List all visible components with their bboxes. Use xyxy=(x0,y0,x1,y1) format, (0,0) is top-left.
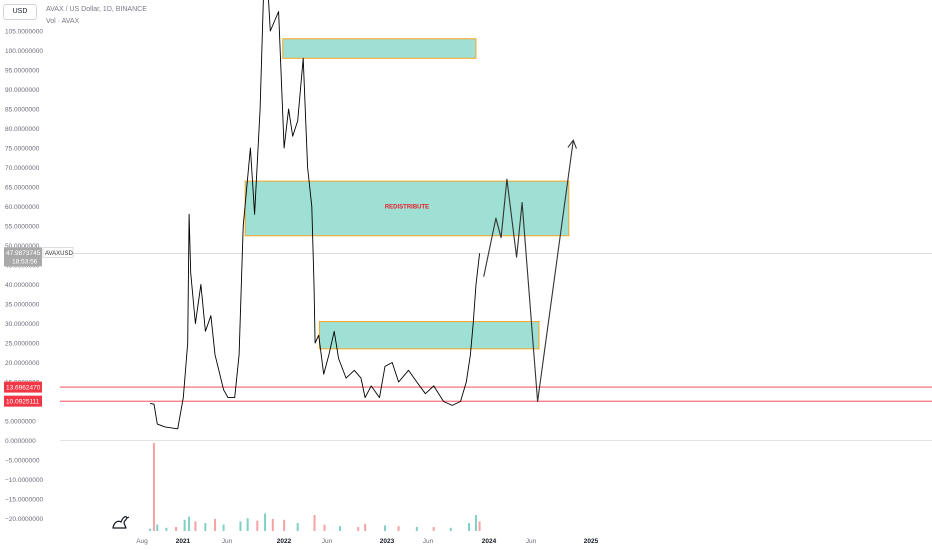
volume-bar xyxy=(364,523,367,531)
volume-bar xyxy=(468,523,471,531)
volume-bar xyxy=(271,519,274,531)
x-tick-label: 2025 xyxy=(584,538,599,545)
volume-bar xyxy=(152,443,155,531)
x-tick-label: 2021 xyxy=(176,538,191,545)
x-tick-label: 2023 xyxy=(380,538,395,545)
logo-shape xyxy=(112,516,130,529)
symbol-title: AVAX / US Dollar, 1D, BINANCE xyxy=(46,6,147,13)
volume-bar xyxy=(214,519,217,531)
y-tick-label: −5.0000000 xyxy=(5,458,40,465)
x-tick-label: 2024 xyxy=(482,538,497,545)
supply-demand-zone xyxy=(282,38,477,59)
y-tick-label: −10.0000000 xyxy=(5,477,44,484)
support-price-label: 13.6962470 xyxy=(6,385,41,392)
zone-label: REDISTRIBUTE xyxy=(385,204,429,210)
volume-bar xyxy=(397,526,400,531)
support-price-tag xyxy=(4,381,42,393)
volume-bar xyxy=(239,521,242,531)
volume-bar xyxy=(478,521,481,531)
currency-selector[interactable]: USD xyxy=(3,4,37,20)
y-tick-label: −15.0000000 xyxy=(5,497,44,504)
volume-bar xyxy=(384,525,387,531)
y-tick-label: 25.0000000 xyxy=(5,341,40,348)
volume-bar xyxy=(175,527,178,531)
y-tick-label: 35.0000000 xyxy=(5,302,40,309)
volume-bar xyxy=(357,527,360,531)
tradingview-logo-icon xyxy=(112,516,130,529)
price-line xyxy=(150,0,481,430)
y-tick-label: 90.0000000 xyxy=(5,87,40,94)
volume-bar xyxy=(449,527,452,531)
volume-bar xyxy=(338,526,341,531)
supply-demand-zone xyxy=(244,180,570,237)
y-tick-label: 105.0000000 xyxy=(5,29,43,36)
y-tick-label: 75.0000000 xyxy=(5,146,40,153)
y-tick-label: 60.0000000 xyxy=(5,204,40,211)
volume-bar xyxy=(432,527,435,531)
y-tick-label: 0.0000000 xyxy=(5,438,36,445)
volume-bar xyxy=(194,521,197,531)
x-tick-label: Jun xyxy=(526,538,537,545)
volume-bar xyxy=(296,523,299,531)
volume-bar xyxy=(283,519,286,531)
y-tick-label: 50.0000000 xyxy=(5,243,40,250)
volume-bar xyxy=(165,527,168,531)
volume-bar xyxy=(415,527,418,531)
ticker-label: AVAXUSD xyxy=(45,251,73,257)
projection-arrowhead xyxy=(567,139,577,149)
y-tick-label: 70.0000000 xyxy=(5,165,40,172)
y-tick-label: −20.0000000 xyxy=(5,516,44,523)
volume-bar xyxy=(222,524,225,531)
volume-bar xyxy=(264,513,267,531)
current-price-label: 47.9873745 xyxy=(6,250,41,257)
x-tick-label: Jun xyxy=(322,538,333,545)
countdown-label: 18:53:56 xyxy=(12,258,38,265)
volume-bar xyxy=(188,516,191,531)
x-tick-label: Jun xyxy=(423,538,434,545)
y-tick-label: 55.0000000 xyxy=(5,224,40,231)
volume-bar xyxy=(183,519,186,531)
x-tick-label: Aug xyxy=(136,538,148,545)
y-tick-label: 30.0000000 xyxy=(5,321,40,328)
volume-label: Vol · AVAX xyxy=(46,18,80,25)
y-tick-label: 40.0000000 xyxy=(5,282,40,289)
volume-bar xyxy=(474,515,477,531)
projection-path xyxy=(483,140,574,403)
x-tick-label: 2022 xyxy=(277,538,292,545)
volume-bar xyxy=(156,524,159,531)
y-tick-label: 95.0000000 xyxy=(5,68,40,75)
supply-demand-zone xyxy=(319,321,540,350)
y-tick-label: 20.0000000 xyxy=(5,360,40,367)
volume-bar xyxy=(204,523,207,531)
support-price-tag xyxy=(4,395,42,407)
y-tick-label: 5.0000000 xyxy=(5,419,36,426)
y-tick-label: 65.0000000 xyxy=(5,185,40,192)
volume-bar xyxy=(313,515,316,531)
y-tick-label: 85.0000000 xyxy=(5,107,40,114)
support-price-label: 10.0925111 xyxy=(6,399,40,406)
current-price-tag xyxy=(4,247,42,267)
volume-bar xyxy=(246,518,249,531)
x-tick-label: Jun xyxy=(222,538,233,545)
y-tick-label: 100.0000000 xyxy=(5,48,43,55)
volume-bar xyxy=(323,524,326,531)
volume-bar xyxy=(149,528,152,531)
volume-bar xyxy=(256,520,259,531)
ticker-tag xyxy=(42,247,74,258)
y-tick-label: 80.0000000 xyxy=(5,126,40,133)
